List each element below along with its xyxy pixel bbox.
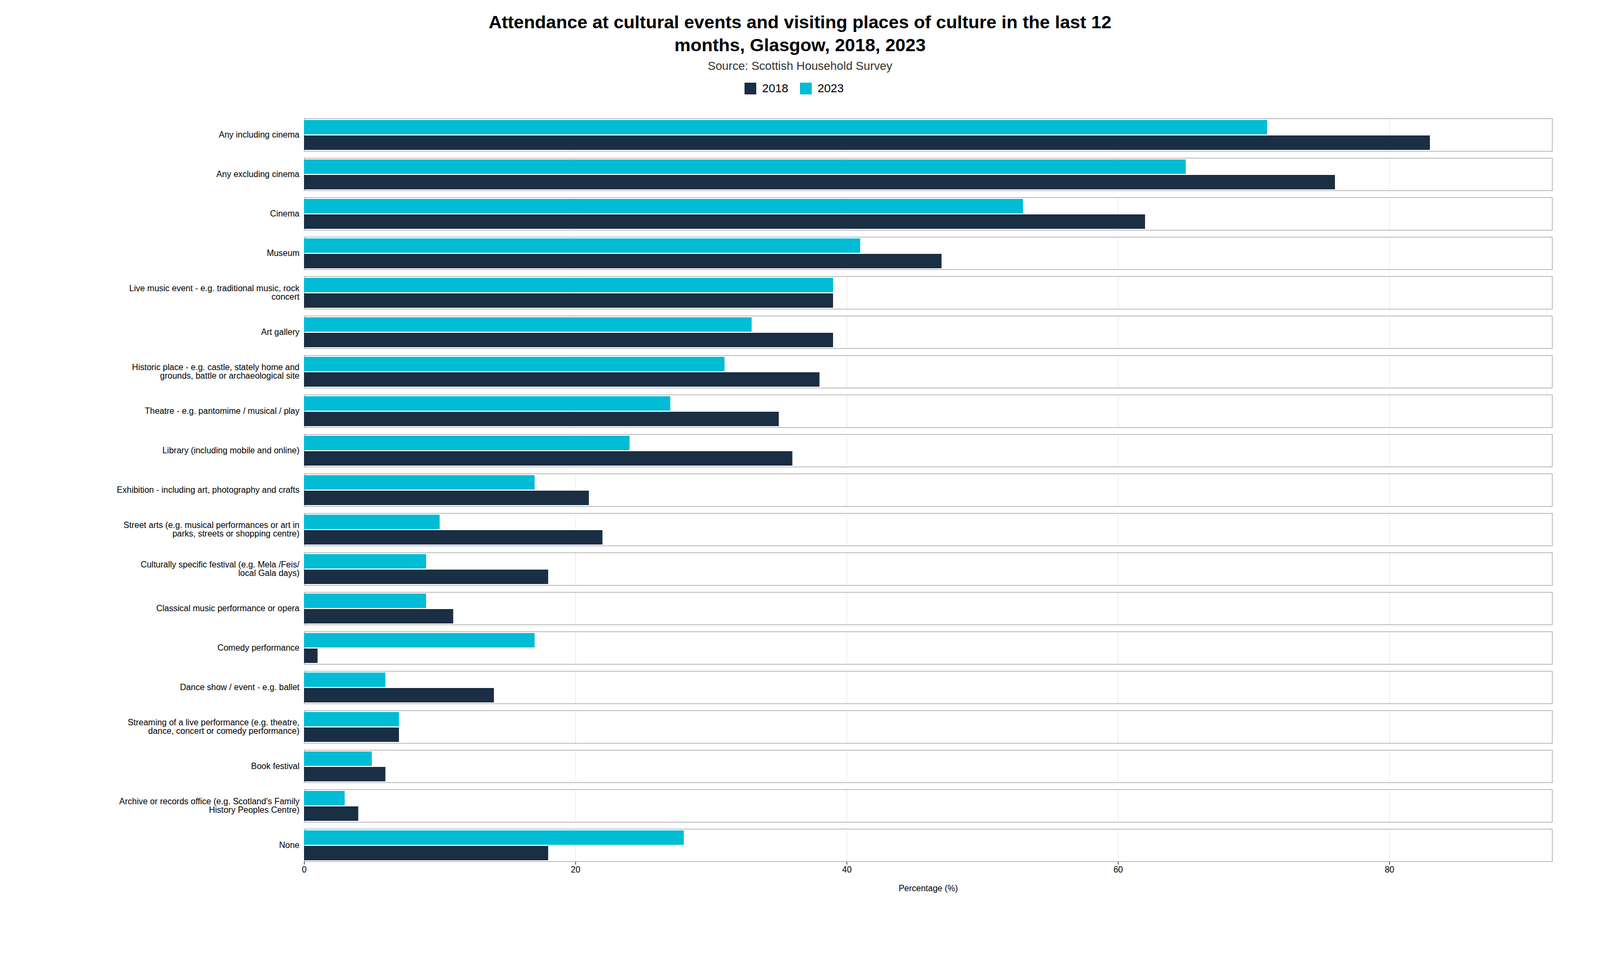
svg-text:Any including cinema: Any including cinema	[218, 130, 300, 140]
html-text:2023: 2023	[817, 81, 844, 95]
svg-text:Culturally specific festival (: Culturally specific festival (e.g. Mela …	[140, 560, 300, 578]
svg-text:Percentage (%): Percentage (%)	[898, 883, 958, 893]
svg-text:Library (including mobile and: Library (including mobile and online)	[162, 445, 300, 455]
svg-text:Live music event - e.g. tradit: Live music event - e.g. traditional musi…	[129, 283, 300, 302]
svg-text:Dance show / event - e.g. ball: Dance show / event - e.g. ballet	[179, 682, 300, 692]
svg-text:Archive or records office (e.g: Archive or records office (e.g. Scotland…	[119, 796, 300, 815]
svg-text:Classical music performance or: Classical music performance or opera	[156, 603, 300, 613]
svg-text:Exhibition - including art, ph: Exhibition - including art, photography …	[116, 485, 300, 495]
svg-text:0: 0	[301, 865, 307, 875]
svg-text:Cinema: Cinema	[269, 209, 300, 219]
svg-text:Streaming of a live performanc: Streaming of a live performance (e.g. th…	[128, 717, 300, 736]
svg-text:Any excluding cinema: Any excluding cinema	[216, 169, 300, 179]
html-text:Attendance at cultural events: Attendance at cultural events and visiti…	[488, 11, 1112, 55]
svg-text:None: None	[278, 840, 300, 850]
svg-text:Museum: Museum	[266, 248, 300, 258]
html-text:Source: Scottish Household Sur: Source: Scottish Household Survey	[707, 59, 893, 73]
svg-text:Street arts (e.g. musical perf: Street arts (e.g. musical performances o…	[123, 520, 300, 539]
html-text:2018: 2018	[762, 81, 789, 95]
svg-text:20: 20	[570, 865, 581, 875]
svg-text:Art gallery: Art gallery	[260, 327, 300, 337]
svg-text:Historic place - e.g. castle,: Historic place - e.g. castle, stately ho…	[132, 362, 300, 381]
svg-text:40: 40	[842, 865, 852, 875]
svg-text:Book festival: Book festival	[251, 761, 300, 771]
svg-text:80: 80	[1384, 865, 1395, 875]
svg-text:Theatre - e.g. pantomime / mus: Theatre - e.g. pantomime / musical / pla…	[145, 406, 300, 416]
svg-text:60: 60	[1113, 865, 1124, 875]
svg-text:Comedy performance: Comedy performance	[217, 643, 300, 653]
